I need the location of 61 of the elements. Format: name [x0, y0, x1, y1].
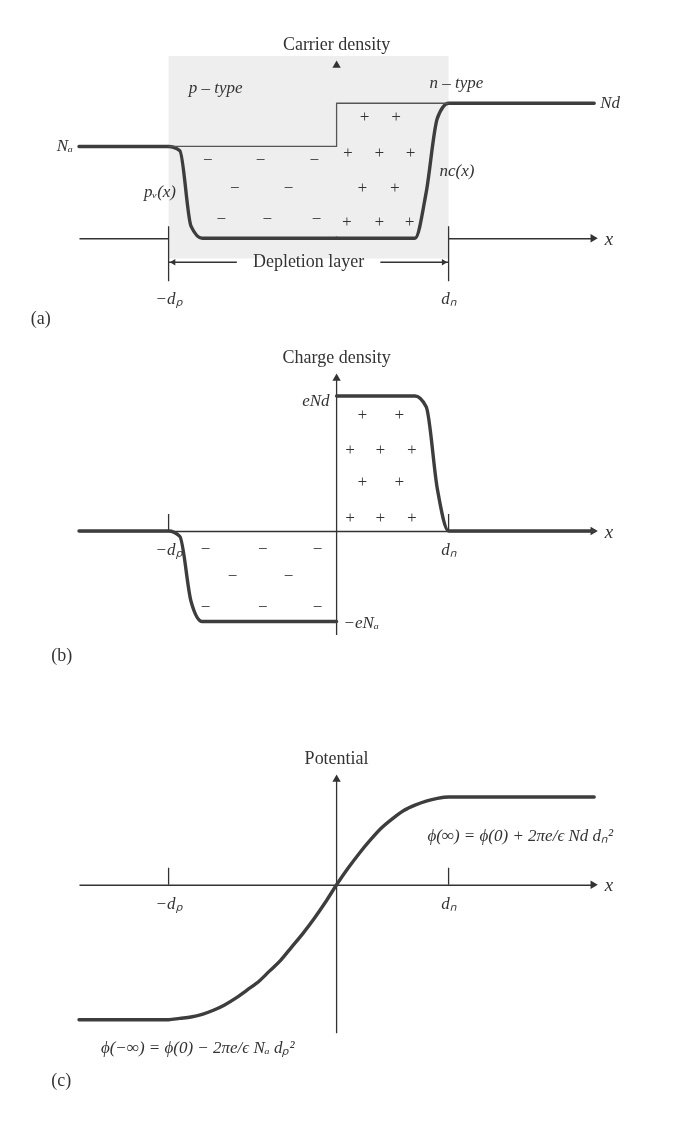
x-tick-label: dₙ [441, 288, 457, 308]
annotation: + [405, 440, 418, 459]
annotation: − [256, 538, 269, 558]
annotation: + [344, 440, 356, 459]
annotation: + [404, 143, 417, 163]
annotation: + [340, 212, 353, 232]
annotation: + [393, 472, 406, 492]
text: (a) [30, 308, 51, 330]
annotation: eNd [302, 391, 331, 411]
x-tick-label: −dₚ [155, 288, 183, 309]
annotation: − [282, 565, 295, 585]
text: ϕ(−∞) = ϕ(0) − 2πe/ϵ Nₐ dₚ² [100, 1038, 296, 1059]
annotation: − [311, 596, 324, 616]
annotation: − [254, 149, 267, 169]
annotation: + [342, 143, 354, 163]
annotation: − [202, 149, 214, 169]
annotation: + [374, 507, 387, 527]
annotation: + [373, 212, 385, 232]
annotation: + [403, 212, 416, 232]
annotation: − [228, 178, 241, 198]
annotation: + [356, 472, 369, 492]
text: n – type [429, 73, 484, 93]
x-tick-label: −dₚ [155, 894, 183, 915]
annotation: − [261, 209, 273, 229]
x-axis-title: x [603, 227, 614, 249]
text: p – type [187, 78, 243, 98]
annotation: + [393, 404, 406, 424]
annotation: − [199, 538, 212, 558]
annotation: + [405, 507, 418, 527]
x-tick-label: dₙ [441, 894, 457, 914]
annotation: − [282, 178, 295, 198]
annotation: − [256, 596, 269, 616]
annotation: + [344, 507, 356, 527]
annotation: ϕ(∞) = ϕ(0) + 2πe/ϵ Nd dₙ² [427, 826, 615, 846]
text: (c) [51, 1070, 72, 1092]
y-axis-title: Carrier density [282, 34, 391, 55]
band-label: Depletion layer [252, 251, 365, 272]
annotation: + [356, 178, 369, 198]
y-axis-title: Potential [304, 748, 369, 768]
text: Nd [599, 93, 621, 113]
annotation: + [356, 404, 369, 424]
y-axis-title: Charge density [282, 347, 391, 367]
x-axis-title: x [603, 520, 614, 542]
annotation: + [389, 178, 401, 198]
annotation: − [308, 149, 320, 169]
annotation: − [215, 209, 227, 229]
annotation: + [358, 106, 371, 126]
annotation: + [374, 440, 387, 459]
annotation: − [310, 209, 323, 229]
text: (b) [51, 645, 73, 667]
annotation: + [373, 143, 385, 163]
series-label: pᵥ(x) [142, 182, 177, 202]
annotation: −eNₐ [343, 612, 379, 632]
annotation: − [199, 596, 212, 616]
annotation: − [311, 538, 324, 558]
x-axis-title: x [603, 874, 614, 896]
x-tick-label: dₙ [441, 540, 457, 560]
series-label: nc(x) [439, 160, 475, 180]
text: Nₐ [55, 136, 74, 156]
annotation: − [226, 565, 239, 585]
annotation: + [390, 106, 402, 126]
